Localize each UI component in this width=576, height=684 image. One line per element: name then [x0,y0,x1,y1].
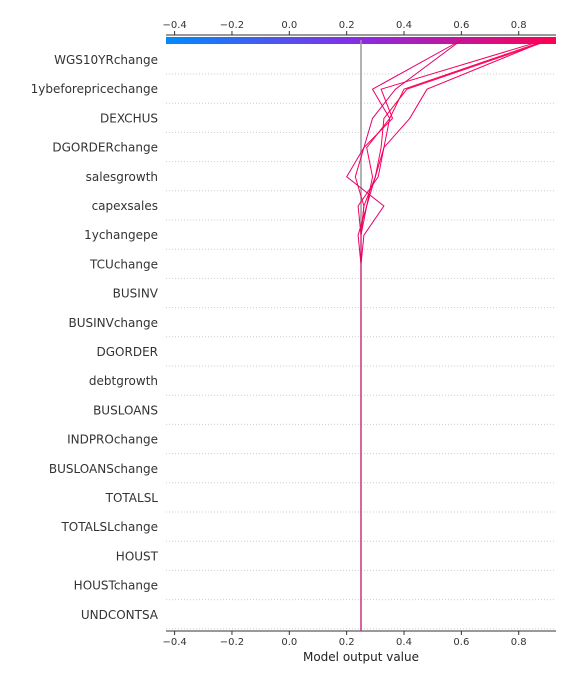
bottom-tick-label: 0.6 [453,637,469,648]
bottom-tick-label: 0.2 [339,637,355,648]
decision-path [357,39,548,631]
x-axis-title: Model output value [303,650,419,664]
top-tick-label: −0.4 [162,20,186,31]
feature-label: BUSLOANS [93,403,158,417]
decision-paths [346,39,551,631]
feature-label: 1ybeforepricechange [31,82,158,96]
top-axis: −0.4 −0.2 0.0 0.2 0.4 0.6 0.8 [162,20,556,36]
feature-label: BUSLOANSchange [49,462,158,476]
top-tick-label: 0.0 [281,20,297,31]
top-tick-label: 0.8 [511,20,527,31]
bottom-tick-label: 0.8 [511,637,527,648]
bottom-tick-label: 0.4 [396,637,412,648]
feature-label: capexsales [92,199,158,213]
feature-label: HOUSTchange [74,579,158,593]
feature-label: 1ychangepe [84,228,158,242]
top-tick-label: −0.2 [220,20,244,31]
bottom-axis: −0.4 −0.2 0.0 0.2 0.4 0.6 0.8 [162,630,556,648]
feature-label: TCUchange [89,257,158,271]
decision-path [354,39,545,631]
feature-label: DEXCHUS [100,111,158,125]
feature-label: HOUST [116,549,159,563]
bottom-tick-label: −0.4 [162,637,186,648]
top-tick-label: 0.4 [396,20,412,31]
decision-path [357,39,462,631]
decision-path [360,39,551,631]
feature-label: DGORDER [97,345,158,359]
decision-path [346,39,462,631]
feature-label: TOTALSL [105,491,159,505]
feature-labels: WGS10YRchange 1ybeforepricechange DEXCHUS D… [31,53,159,622]
feature-label: WGS10YRchange [54,53,158,67]
feature-label: UNDCONTSA [81,608,159,622]
feature-label: DGORDERchange [52,141,158,155]
top-tick-label: 0.6 [453,20,469,31]
feature-label: INDPROchange [67,433,158,447]
decision-path [360,39,548,631]
feature-label: debtgrowth [89,374,158,388]
feature-label: BUSINV [113,287,159,301]
feature-label: TOTALSLchange [60,520,158,534]
top-tick-label: 0.2 [339,20,355,31]
bottom-tick-label: 0.0 [281,637,297,648]
feature-label: salesgrowth [86,170,158,184]
feature-label: BUSINVchange [68,316,158,330]
bottom-tick-label: −0.2 [220,637,244,648]
